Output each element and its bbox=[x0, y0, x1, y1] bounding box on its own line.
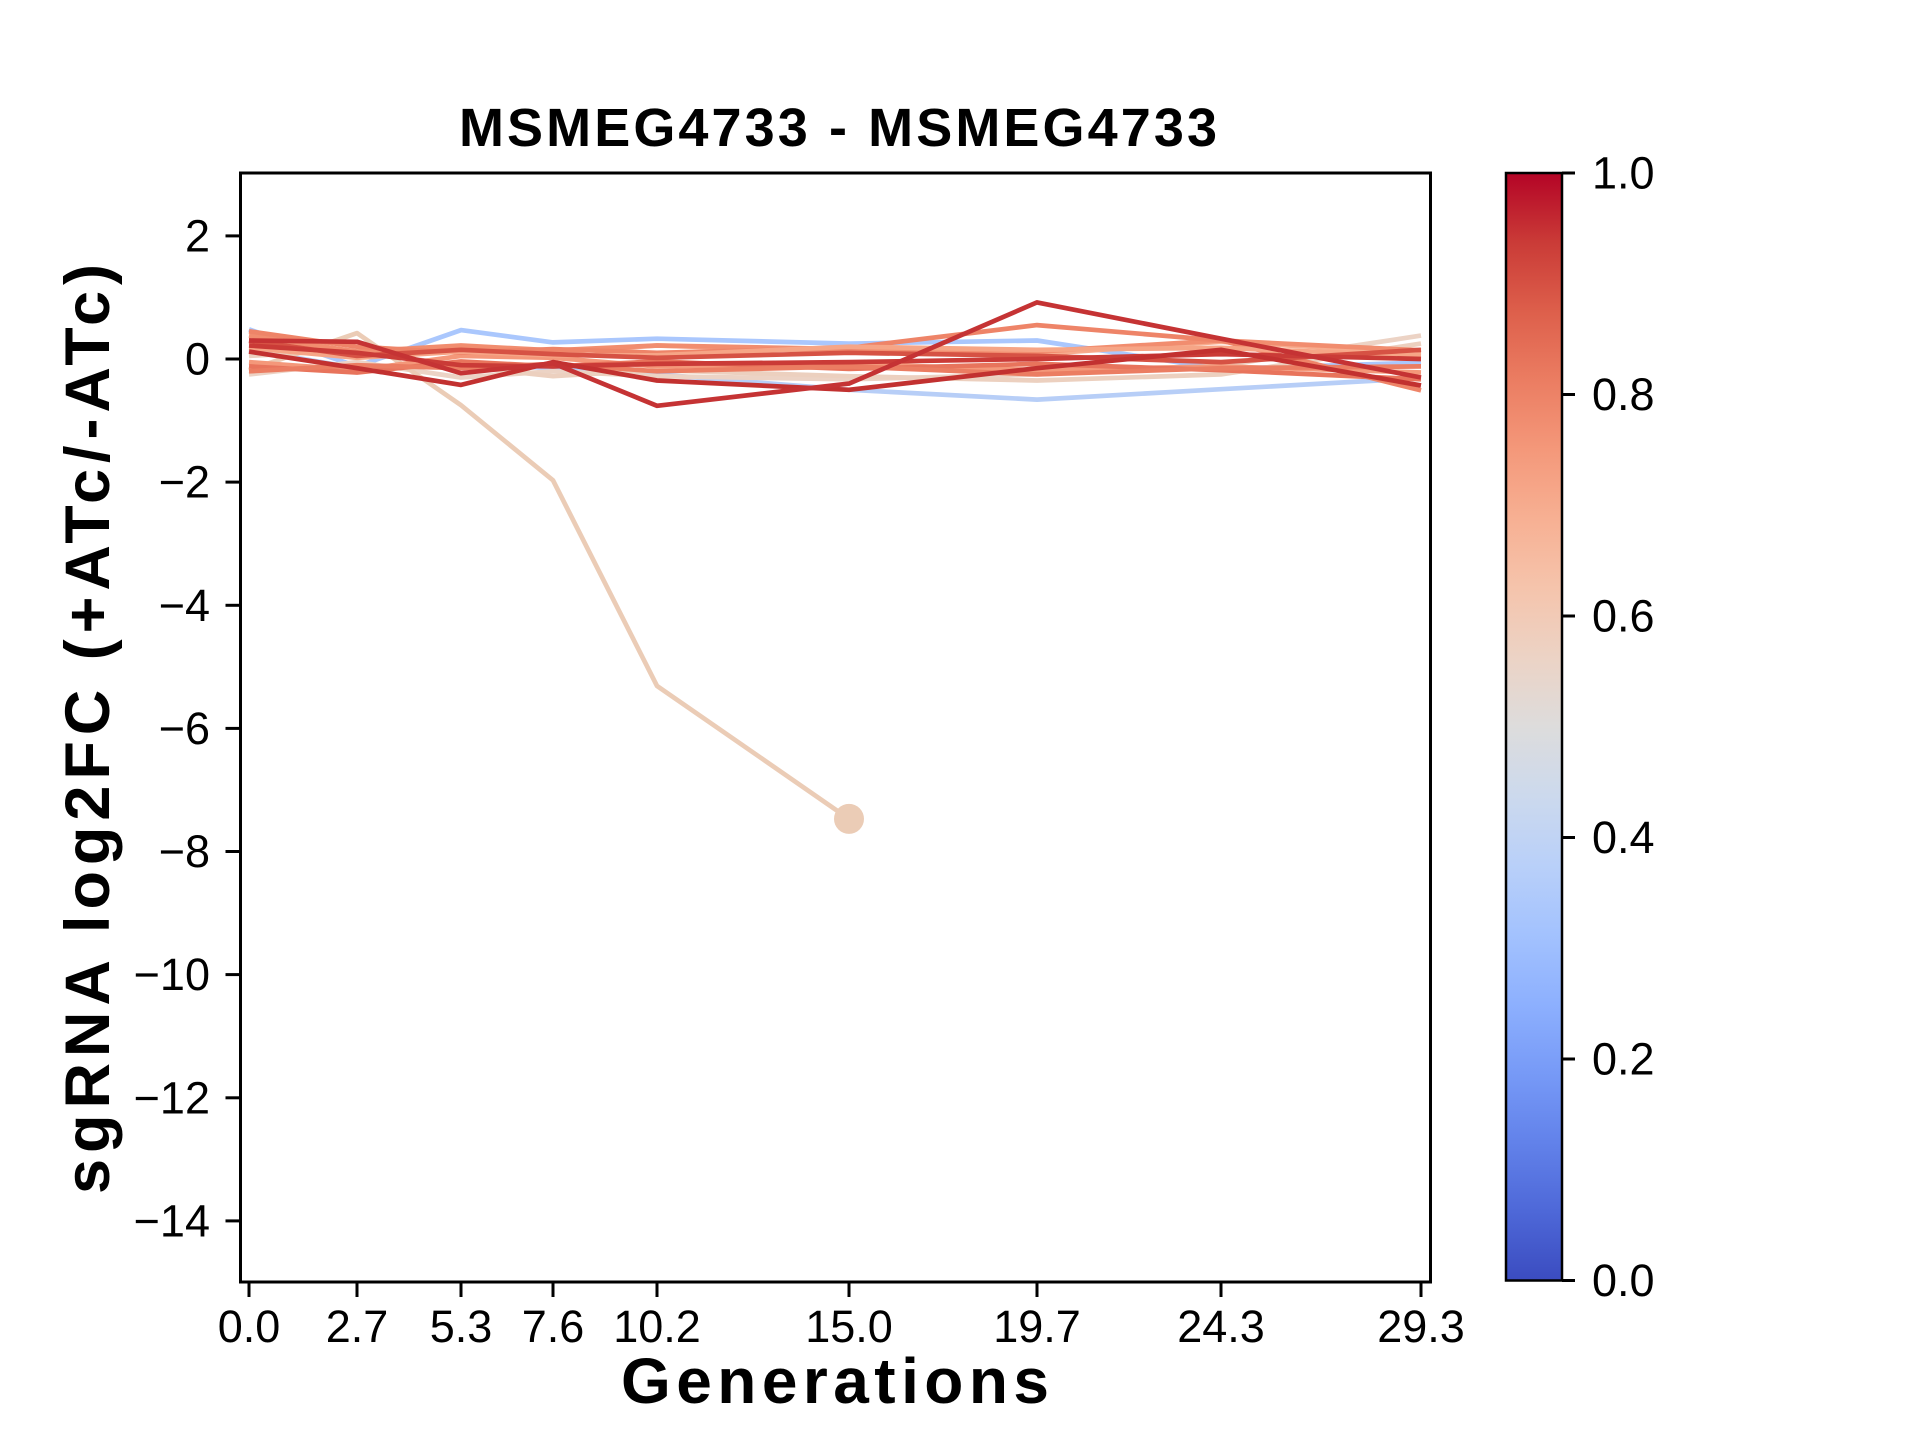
svg-text:0.8: 0.8 bbox=[1592, 369, 1655, 420]
svg-text:−14: −14 bbox=[134, 1195, 210, 1246]
svg-text:19.7: 19.7 bbox=[993, 1301, 1081, 1352]
svg-text:2.7: 2.7 bbox=[326, 1301, 389, 1352]
svg-text:MSMEG4733 - MSMEG4733: MSMEG4733 - MSMEG4733 bbox=[459, 98, 1217, 158]
svg-text:7.6: 7.6 bbox=[522, 1301, 585, 1352]
svg-text:−12: −12 bbox=[134, 1072, 210, 1123]
svg-text:0.2: 0.2 bbox=[1592, 1034, 1655, 1085]
svg-text:24.3: 24.3 bbox=[1177, 1301, 1265, 1352]
svg-text:Generations: Generations bbox=[621, 1345, 1049, 1417]
svg-text:sgRNA log2FC (+ATc/-ATc): sgRNA log2FC (+ATc/-ATc) bbox=[53, 264, 123, 1194]
svg-text:0.6: 0.6 bbox=[1592, 591, 1655, 642]
svg-text:−10: −10 bbox=[134, 949, 210, 1000]
svg-text:10.2: 10.2 bbox=[613, 1301, 701, 1352]
svg-text:29.3: 29.3 bbox=[1377, 1301, 1465, 1352]
svg-text:2: 2 bbox=[185, 210, 210, 261]
svg-text:−8: −8 bbox=[159, 826, 210, 877]
svg-text:−2: −2 bbox=[159, 457, 210, 508]
svg-text:15.0: 15.0 bbox=[805, 1301, 893, 1352]
svg-text:0.4: 0.4 bbox=[1592, 812, 1655, 863]
svg-text:0.0: 0.0 bbox=[1592, 1255, 1655, 1306]
svg-text:5.3: 5.3 bbox=[430, 1301, 493, 1352]
svg-text:0.0: 0.0 bbox=[218, 1301, 281, 1352]
svg-text:1.0: 1.0 bbox=[1592, 148, 1655, 199]
svg-text:−6: −6 bbox=[159, 703, 210, 754]
svg-text:−4: −4 bbox=[159, 580, 210, 631]
svg-text:0: 0 bbox=[185, 334, 210, 385]
